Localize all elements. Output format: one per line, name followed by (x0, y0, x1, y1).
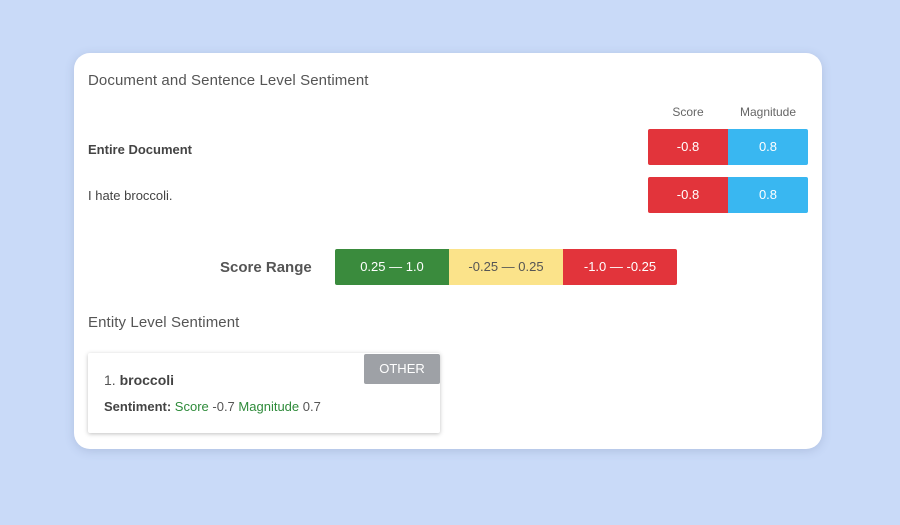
magnitude-column-header: Magnitude (739, 105, 797, 119)
score-column-header: Score (672, 105, 704, 119)
entity-magnitude-value: 0.7 (302, 399, 321, 414)
document-magnitude-cell: 0.8 (728, 129, 808, 165)
entity-sentiment: Sentiment: Score -0.7 Magnitude 0.7 (104, 399, 321, 414)
entity-card: 1. broccoli Sentiment: Score -0.7 Magnit… (88, 353, 440, 433)
entity-section-title: Entity Level Sentiment (88, 314, 240, 331)
entity-score-value: -0.7 (212, 399, 235, 414)
entity-name-text: broccoli (119, 372, 175, 388)
entire-document-label: Entire Document (88, 142, 193, 157)
sentence-score-cell: -0.8 (648, 177, 728, 213)
entity-sentiment-label: Sentiment: (104, 399, 172, 414)
entity-name: 1. broccoli (104, 372, 174, 388)
document-score-cell: -0.8 (648, 129, 728, 165)
score-range-negative: -1.0 — -0.25 (563, 249, 677, 285)
entity-index: 1. (104, 372, 116, 388)
document-section-title: Document and Sentence Level Sentiment (88, 72, 369, 89)
score-range-positive: 0.25 — 1.0 (335, 249, 449, 285)
sentence-magnitude-cell: 0.8 (728, 177, 808, 213)
entity-magnitude-label: Magnitude (238, 399, 300, 414)
sentiment-results-card: Document and Sentence Level Sentiment Sc… (74, 53, 822, 449)
sentence-label: I hate broccoli. (88, 188, 173, 203)
score-range-label: Score Range (220, 259, 312, 276)
entity-score-label: Score (174, 399, 209, 414)
entity-type-badge: OTHER (364, 354, 440, 384)
score-range-neutral: -0.25 — 0.25 (449, 249, 563, 285)
